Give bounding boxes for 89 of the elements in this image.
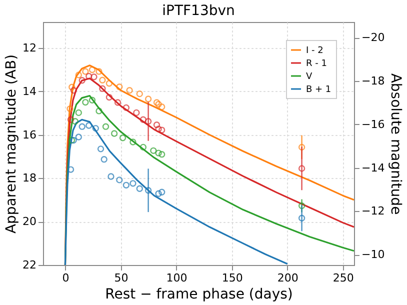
point bbox=[99, 85, 106, 92]
point bbox=[75, 109, 82, 116]
point bbox=[119, 134, 126, 142]
point bbox=[67, 116, 74, 123]
point bbox=[140, 116, 147, 123]
x-tick-label: 200 bbox=[277, 272, 298, 284]
point bbox=[96, 68, 102, 75]
point bbox=[108, 173, 114, 180]
point bbox=[97, 146, 104, 152]
point bbox=[155, 150, 162, 156]
x-tick-label: 250 bbox=[332, 272, 354, 284]
point bbox=[92, 124, 99, 132]
y-tick-label: 12 bbox=[22, 42, 36, 55]
point bbox=[116, 176, 123, 184]
line-series bbox=[64, 118, 288, 265]
point bbox=[122, 182, 130, 188]
point bbox=[153, 99, 160, 106]
point bbox=[153, 122, 160, 128]
y2-tick-label: −20 bbox=[362, 31, 385, 44]
point bbox=[155, 190, 162, 197]
point bbox=[144, 187, 152, 194]
point bbox=[298, 144, 306, 151]
point bbox=[110, 130, 118, 137]
y2-tick-label: −12 bbox=[362, 204, 385, 218]
point bbox=[144, 96, 152, 102]
point bbox=[136, 185, 143, 192]
y2-tick-label: −10 bbox=[362, 248, 385, 262]
point bbox=[75, 134, 82, 140]
point bbox=[136, 90, 143, 98]
y2-tick-label: −16 bbox=[362, 118, 385, 131]
point bbox=[158, 188, 166, 196]
point bbox=[99, 76, 106, 84]
point bbox=[114, 99, 122, 106]
point bbox=[298, 165, 306, 172]
y-tick-label: 14 bbox=[22, 84, 36, 98]
x-tick-label: 0 bbox=[62, 272, 70, 284]
legend-label: I - 2 bbox=[306, 46, 324, 56]
point bbox=[96, 108, 102, 114]
point bbox=[72, 118, 79, 125]
point bbox=[106, 94, 113, 101]
y-axis-title: Apparent magnitude (AB) bbox=[4, 54, 20, 234]
point bbox=[133, 109, 140, 116]
point bbox=[144, 118, 152, 125]
point bbox=[86, 122, 92, 129]
point bbox=[130, 138, 136, 146]
point bbox=[82, 98, 89, 106]
y-tick-label: 20 bbox=[22, 215, 36, 228]
point bbox=[78, 123, 86, 130]
point bbox=[130, 180, 136, 187]
point bbox=[86, 72, 92, 80]
point bbox=[116, 84, 123, 90]
chart-title: iPTF13bvn bbox=[162, 3, 235, 19]
x-tick-label: 50 bbox=[114, 272, 128, 284]
y-tick-label: 18 bbox=[22, 172, 36, 185]
legend-label: B + 1 bbox=[306, 85, 332, 95]
point bbox=[122, 104, 130, 112]
point bbox=[106, 80, 113, 87]
point bbox=[155, 126, 162, 132]
point bbox=[155, 100, 162, 108]
point bbox=[100, 156, 108, 163]
legend-label: V bbox=[306, 72, 313, 82]
y-tick-label: 16 bbox=[22, 128, 36, 142]
point bbox=[68, 84, 76, 90]
y2-tick-label: −18 bbox=[362, 74, 385, 88]
point bbox=[298, 202, 306, 210]
point bbox=[67, 166, 74, 173]
point bbox=[126, 87, 133, 94]
point bbox=[70, 87, 77, 94]
point bbox=[150, 147, 157, 154]
point bbox=[75, 72, 82, 78]
point bbox=[90, 74, 98, 80]
legend-label: R - 1 bbox=[306, 59, 327, 69]
x-tick-label: 100 bbox=[166, 272, 188, 284]
point bbox=[88, 66, 96, 74]
point bbox=[82, 68, 89, 75]
point bbox=[158, 104, 166, 110]
x-tick-label: 150 bbox=[222, 272, 243, 284]
point bbox=[102, 123, 110, 130]
x-axis-title: Rest − frame phase (days) bbox=[105, 286, 293, 302]
point bbox=[298, 214, 306, 222]
y2-tick-label: −14 bbox=[362, 161, 385, 174]
point bbox=[88, 96, 96, 104]
point bbox=[158, 151, 166, 158]
y2-axis-title: Absolute magnitude bbox=[388, 73, 404, 215]
point bbox=[158, 126, 166, 134]
y-tick-label: 22 bbox=[22, 258, 36, 272]
point bbox=[66, 105, 74, 112]
point bbox=[78, 77, 86, 84]
point bbox=[140, 144, 147, 151]
